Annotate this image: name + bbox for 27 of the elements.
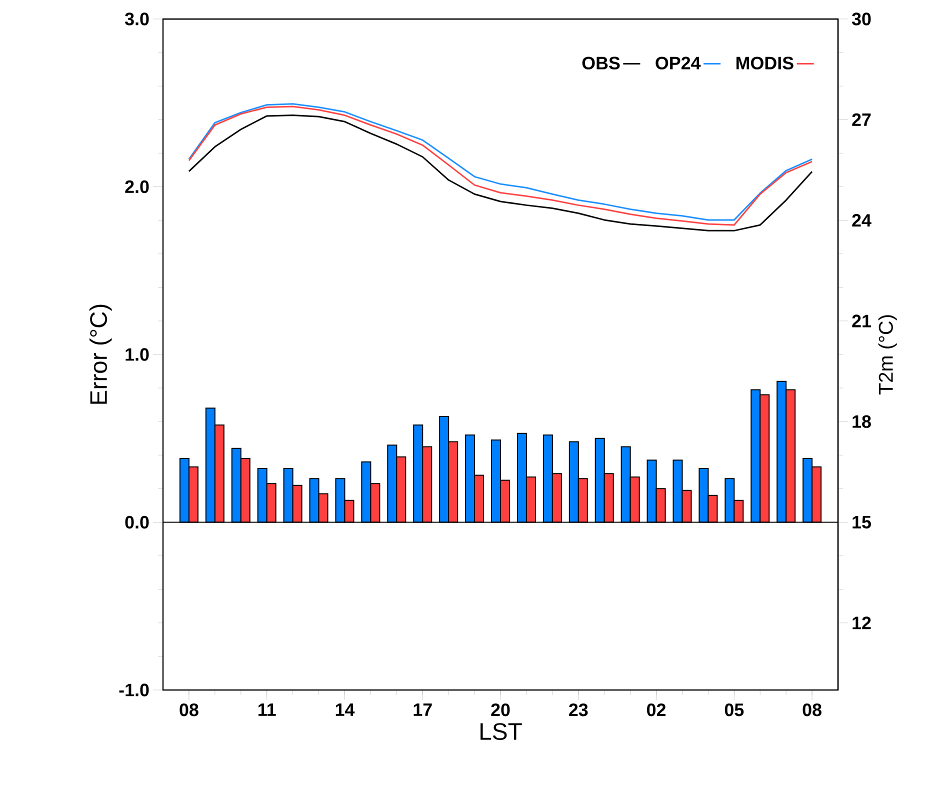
x-tick-label: 11 [258,704,276,716]
legend-label: OBS [582,56,620,70]
x-tick-label: 02 [647,703,666,716]
y-tick-label: 1.0 [126,348,149,361]
x-axis-title: LST [480,723,522,740]
x-tick-label: 08 [180,703,198,716]
x-tick-label: 14 [336,704,355,716]
y2-axis-title: T2m (°C) [878,315,897,395]
y-tick-label: 3.0 [124,12,149,26]
x-tick-label: 17 [414,704,432,716]
y2-tick-label: 21 [852,314,871,328]
x-tick-label: 23 [569,703,588,716]
y2-tick-label: 12 [852,616,871,630]
x-tick-label: 05 [724,703,744,716]
y2-tick-label: 18 [852,415,871,428]
x-tick-label: 20 [491,703,510,716]
legend-label: MODIS [736,56,794,70]
x-tick-label: 08 [802,703,822,716]
y-axis-title: Error (°C) [89,304,112,404]
y-tick-label: -1.0 [119,684,149,696]
y2-tick-label: 15 [852,516,871,528]
y2-tick-label: 24 [852,214,872,227]
y2-tick-label: 27 [852,113,871,126]
y-tick-label: 2.0 [125,180,149,194]
y-tick-label: 0.0 [125,516,149,529]
legend-label: OP24 [656,56,701,70]
y2-tick-label: 30 [852,12,871,26]
